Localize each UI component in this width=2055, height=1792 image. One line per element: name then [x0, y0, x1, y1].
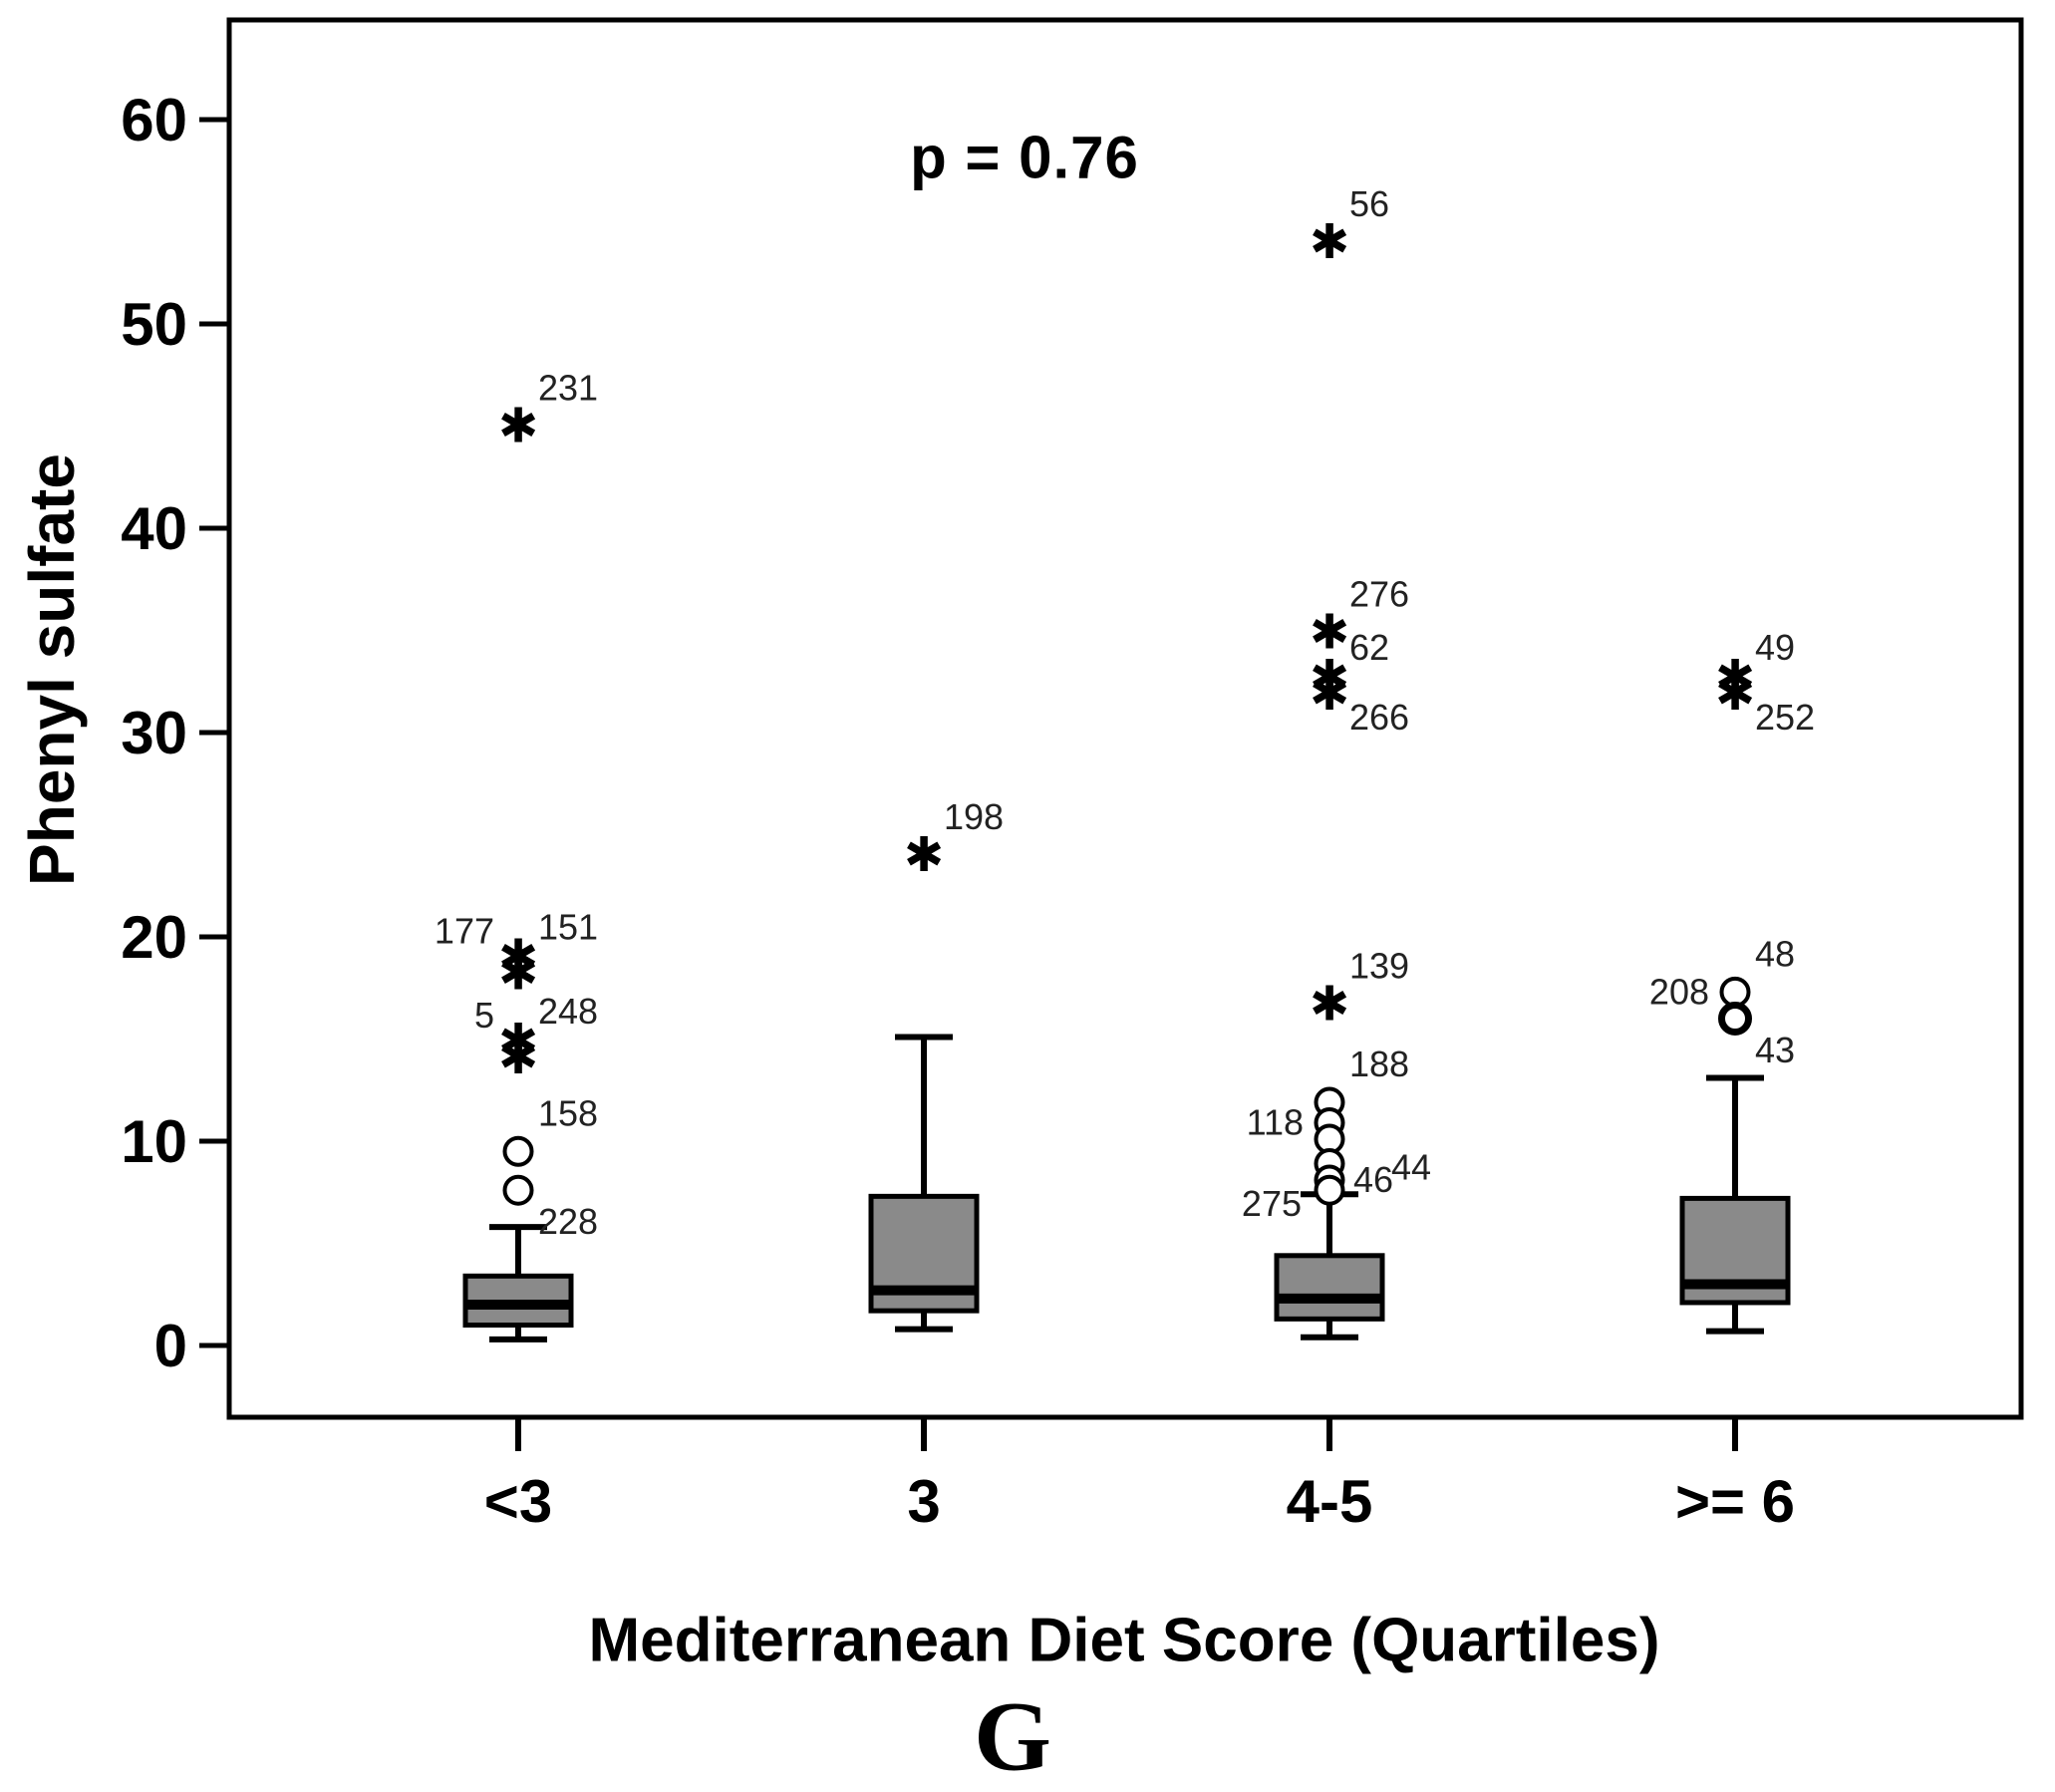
y-tick-label: 20: [121, 904, 187, 971]
outlier-label: 208: [1649, 971, 1709, 1012]
x-category-label: 3: [907, 1468, 940, 1535]
outlier-star: ✱: [1715, 650, 1755, 706]
outlier-label: 56: [1349, 183, 1389, 224]
outlier-label: 228: [538, 1201, 598, 1242]
outlier-circle: [1719, 976, 1751, 1008]
x-category-label: <3: [484, 1468, 552, 1535]
outlier-star: ✱: [1310, 214, 1349, 270]
outlier-label: 198: [944, 796, 1004, 837]
outlier-circle: [1718, 1002, 1752, 1036]
y-tick-label: 0: [154, 1313, 187, 1379]
outlier-label: 62: [1349, 627, 1389, 668]
outlier-label: 252: [1755, 697, 1815, 738]
y-tick-label: 60: [121, 87, 187, 153]
x-category-label: 4-5: [1287, 1468, 1373, 1535]
outlier-circle: [502, 1135, 534, 1167]
outlier-label: 44: [1391, 1147, 1431, 1188]
outlier-label: 177: [435, 911, 494, 952]
p-value-annotation: p = 0.76: [910, 124, 1139, 191]
outlier-label: 158: [538, 1092, 598, 1133]
outlier-star: ✱: [498, 930, 538, 986]
outlier-star: ✱: [1310, 605, 1349, 661]
outlier-star: ✱: [498, 1030, 538, 1085]
outlier-label: 118: [1247, 1102, 1304, 1143]
outlier-label: 48: [1755, 933, 1795, 974]
y-tick-label: 30: [121, 700, 187, 766]
outlier-label: 43: [1755, 1030, 1795, 1070]
outlier-star: ✱: [904, 827, 944, 883]
outlier-label: 49: [1755, 627, 1795, 668]
outlier-label: 266: [1349, 697, 1409, 738]
outlier-label: 46: [1353, 1159, 1393, 1200]
outlier-star: ✱: [1310, 666, 1349, 722]
outlier-label: 151: [538, 907, 598, 948]
y-axis-title: Phenyl sulfate: [16, 453, 88, 886]
outlier-star: ✱: [498, 1014, 538, 1069]
outlier-circle: [502, 1174, 534, 1206]
outlier-label: 188: [1349, 1044, 1409, 1084]
outlier-label: 5: [474, 995, 494, 1036]
y-tick-label: 40: [121, 495, 187, 562]
outlier-label: 275: [1242, 1183, 1302, 1224]
outlier-star: ✱: [1715, 666, 1755, 722]
outlier-label: 139: [1349, 946, 1409, 987]
outlier-star: ✱: [1310, 977, 1349, 1033]
box: [1274, 1253, 1385, 1322]
outlier-star: ✱: [498, 946, 538, 1002]
y-tick-label: 50: [121, 291, 187, 358]
outlier-label: 276: [1349, 574, 1409, 615]
outlier-circle: [1314, 1174, 1345, 1206]
x-category-label: >= 6: [1675, 1468, 1795, 1535]
y-tick-label: 10: [121, 1108, 187, 1175]
x-axis-title: Mediterranean Diet Score (Quartiles): [588, 1606, 1660, 1675]
plot-frame: [226, 17, 2024, 1420]
outlier-star: ✱: [1310, 650, 1349, 706]
panel-letter: G: [974, 1680, 1051, 1792]
outlier-star: ✱: [498, 399, 538, 454]
outlier-label: 248: [538, 991, 598, 1032]
outlier-label: 231: [538, 368, 598, 409]
